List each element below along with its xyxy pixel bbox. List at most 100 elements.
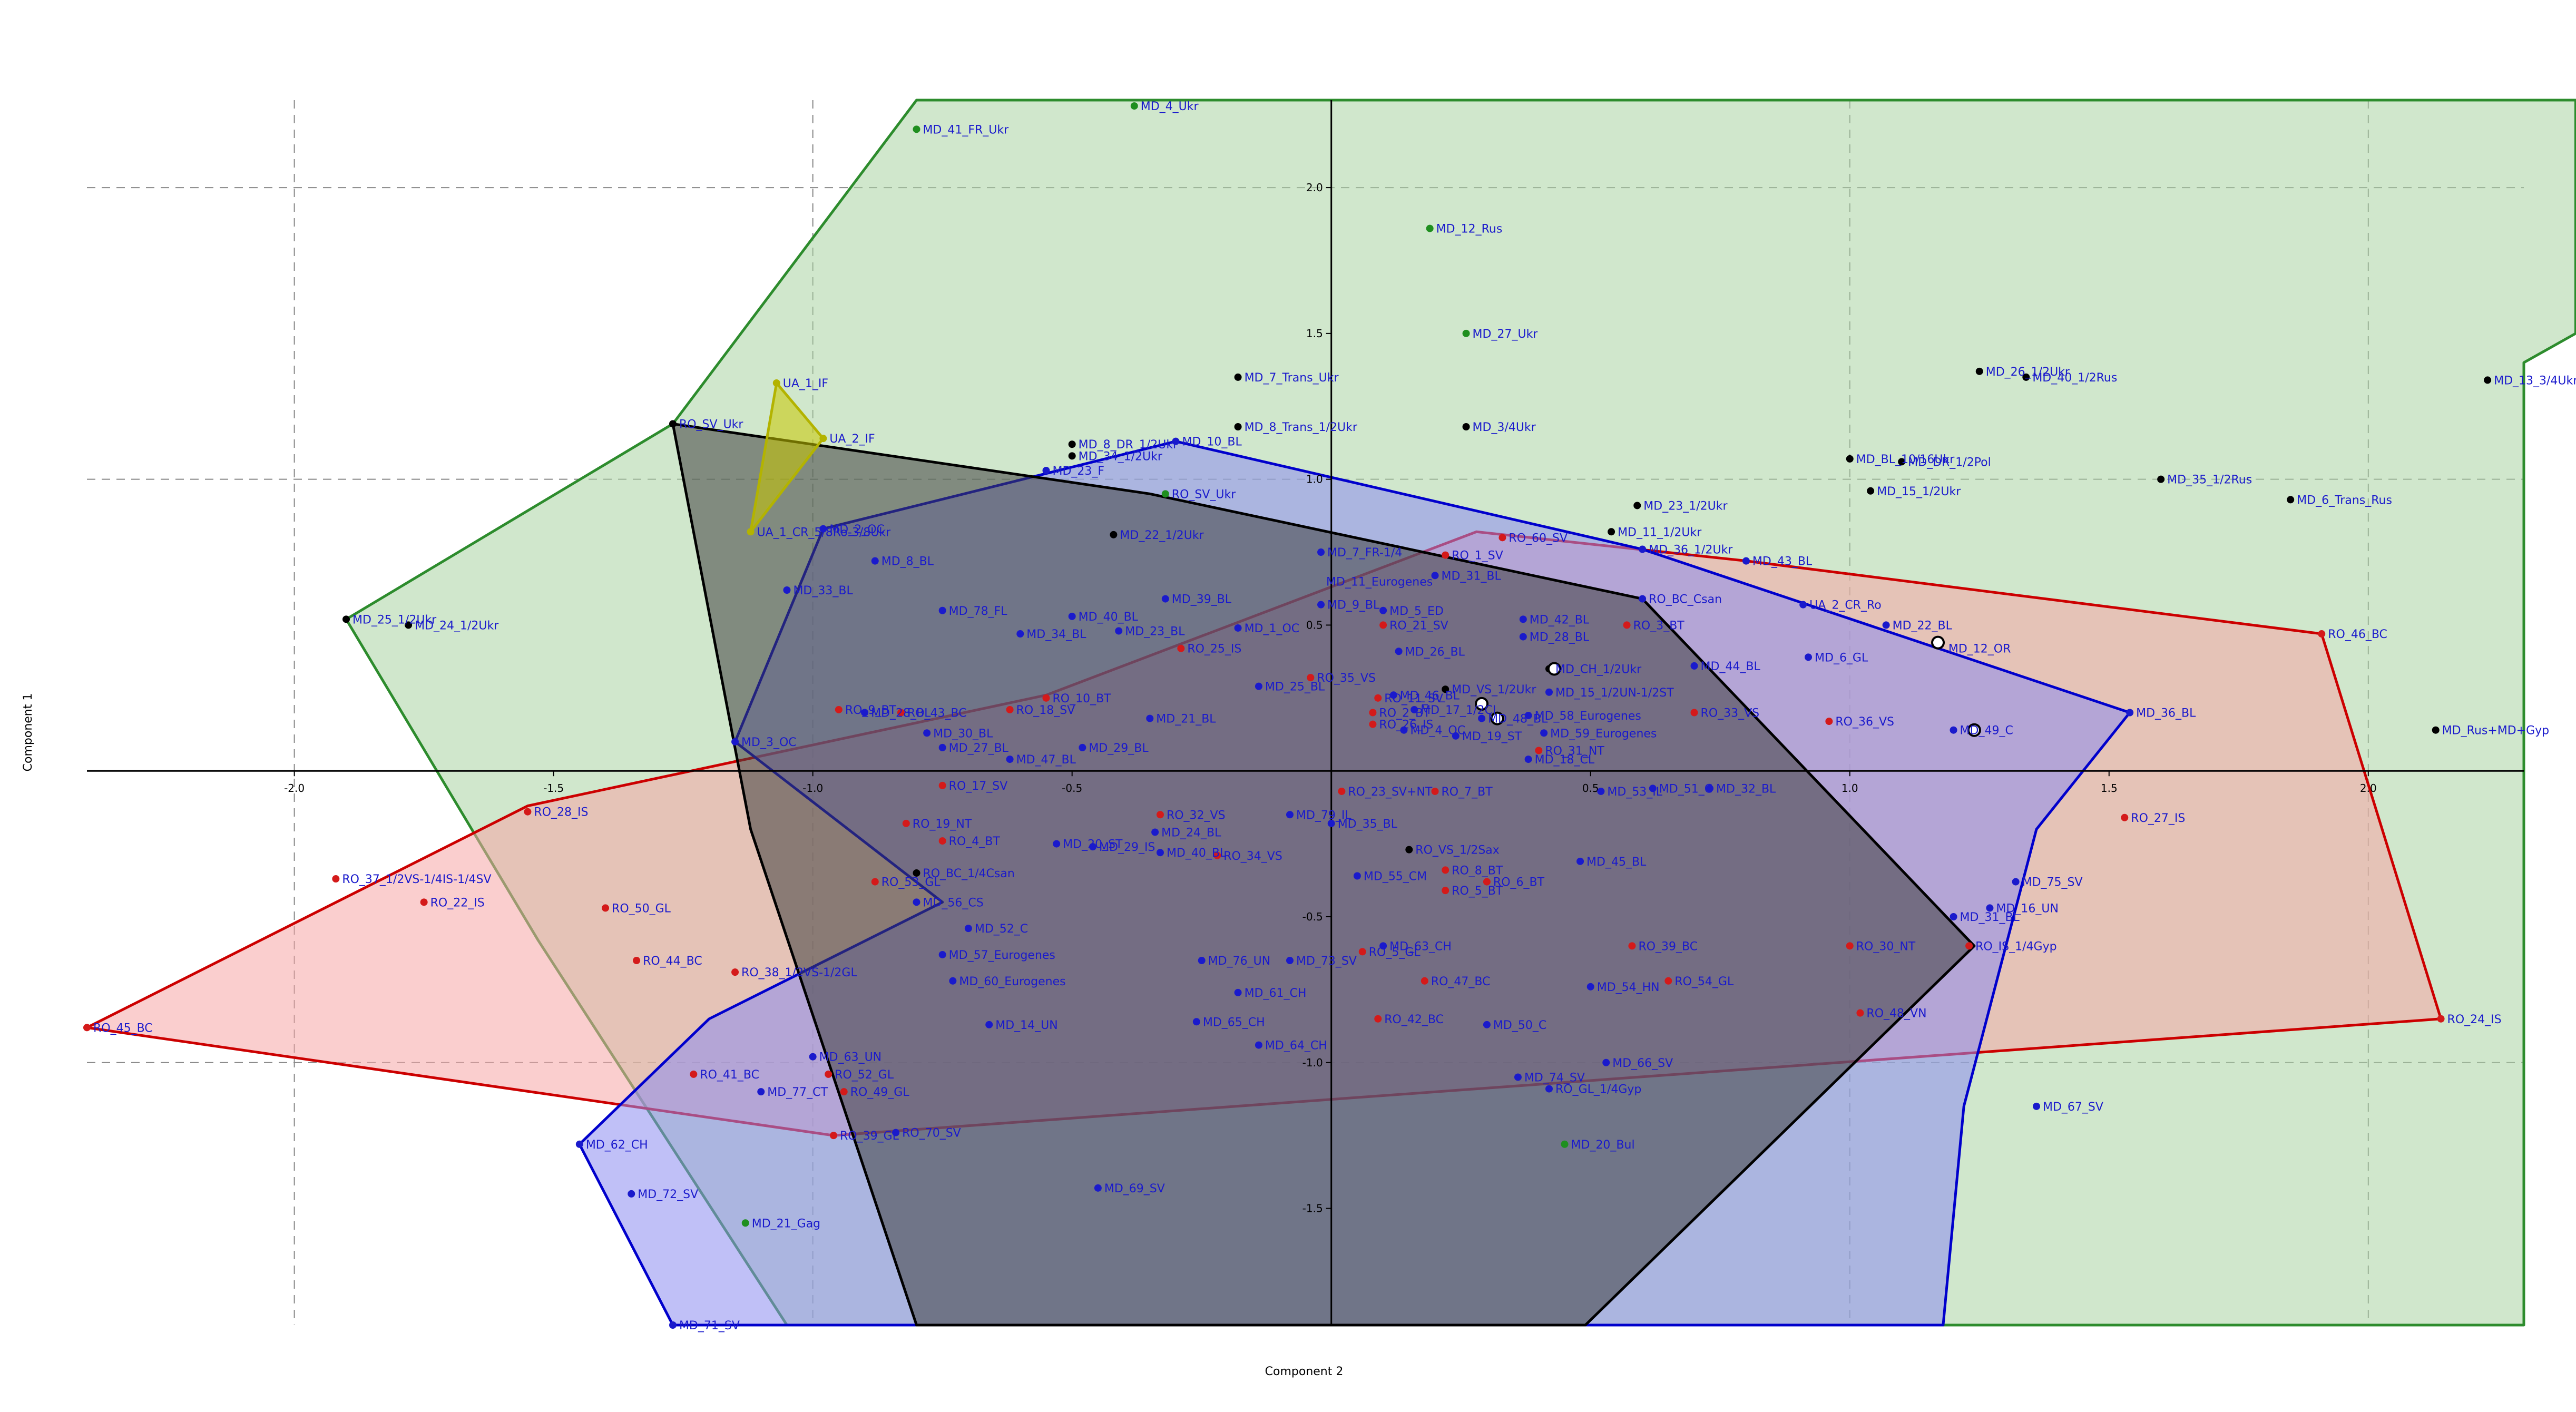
data-point-label: RO_50_GL xyxy=(612,902,671,915)
data-point xyxy=(1535,747,1543,754)
data-point-label: MD_40_BL xyxy=(1167,847,1227,860)
data-point-label: MD_67_SV xyxy=(2043,1101,2103,1114)
data-point-label: RO_39_BC xyxy=(1638,940,1698,953)
data-point xyxy=(1664,977,1672,985)
data-point xyxy=(902,819,910,827)
data-point xyxy=(405,621,413,629)
data-point xyxy=(1442,685,1449,693)
data-point xyxy=(1965,942,1973,950)
data-point-label: RO_35_VS xyxy=(1317,672,1376,685)
data-point xyxy=(1442,551,1449,559)
data-point-label: MD_10_BL xyxy=(1182,436,1242,449)
data-point xyxy=(731,968,739,976)
data-point-label: MD_23_F xyxy=(1052,465,1104,478)
data-point-label: MD_52_C xyxy=(975,923,1028,936)
label-layer: MD_CH_1/2Ukr MD_VS_1/2Ukr MD_23_1/2Ukr MD_1… xyxy=(93,100,2576,1332)
data-point-label: RO_32_VS xyxy=(1167,809,1226,822)
data-point xyxy=(938,781,946,789)
data-point-label: RO_5_GL xyxy=(1369,946,1421,959)
data-point-label: RO_25_IS xyxy=(1187,643,1241,656)
data-point-label: RO_SV_Ukr xyxy=(679,418,743,431)
data-point xyxy=(1374,1015,1382,1023)
x-tick-label: 1.0 xyxy=(1842,782,1858,795)
highlight-point xyxy=(1931,635,1945,650)
data-point xyxy=(1042,694,1050,702)
data-point xyxy=(1400,726,1408,734)
data-point-label: RO_6_BT xyxy=(1493,876,1545,889)
data-point-label: UA_1_IF xyxy=(783,377,828,390)
data-point-label: MD_76_UN xyxy=(1208,955,1270,968)
data-point-label: MD_74_SV xyxy=(1524,1071,1585,1084)
data-point-label: RO_23_SV+NT xyxy=(1348,786,1433,799)
data-point-label: RO_BC_Csan xyxy=(1649,593,1722,606)
data-point xyxy=(1498,534,1506,542)
data-point-label: MD_2_OC xyxy=(829,523,885,536)
data-point-label: UA_2_CR_Ro xyxy=(1809,599,1882,612)
data-point xyxy=(1690,709,1698,717)
data-point-label: MD_27_Ukr xyxy=(1473,328,1539,341)
data-point-label: RO_44_BC xyxy=(643,955,702,968)
data-point-label: RO_8_BT xyxy=(1452,864,1503,877)
y-tick-label: 1.0 xyxy=(1306,473,1323,486)
data-point-label: RO_11_SV xyxy=(1384,692,1443,705)
data-point xyxy=(2033,1102,2040,1110)
data-point xyxy=(1856,1009,1864,1017)
data-point xyxy=(1561,1140,1569,1148)
data-point-label: RO_60_SV xyxy=(1509,532,1568,545)
data-point xyxy=(1882,621,1890,629)
data-point-label: MD_29_BL xyxy=(1089,742,1149,755)
data-point-label: MD_15_1/2Ukr xyxy=(1877,485,1961,498)
data-point-label: RO_3_BT xyxy=(1633,619,1685,632)
data-point xyxy=(2484,376,2492,384)
data-point xyxy=(1639,595,1647,603)
data-point-label: MD_47_BL xyxy=(1016,753,1076,767)
x-tick-label: -0.5 xyxy=(1062,782,1082,795)
data-point-label: MD_44_BL xyxy=(1701,660,1761,673)
y-tick-label: -1.0 xyxy=(1302,1056,1323,1069)
data-point xyxy=(1462,329,1470,337)
extra-label: MD_12_OR xyxy=(1948,643,2011,656)
data-point xyxy=(1431,787,1439,795)
data-point xyxy=(1006,756,1014,763)
data-point-label: MD_DR_1/2Pol xyxy=(1908,456,1991,469)
data-point xyxy=(1338,787,1346,795)
data-point-label: RO_24_IS xyxy=(2447,1013,2502,1026)
highlight-point xyxy=(1490,711,1504,725)
data-point-label: RO_31_NT xyxy=(1545,744,1604,758)
data-point-label: MD_35_BL xyxy=(1338,818,1398,831)
data-point xyxy=(1639,545,1647,553)
data-point xyxy=(633,957,641,965)
data-point-label: RO_46_BC xyxy=(2328,628,2387,641)
data-point-label: MD_26_1/2Ukr xyxy=(1986,366,2070,379)
data-point xyxy=(949,977,957,985)
data-point xyxy=(1519,633,1527,641)
data-point xyxy=(938,950,946,958)
data-point xyxy=(1317,601,1325,609)
data-point-label: MD_11_1/2Ukr xyxy=(1618,526,1702,539)
data-point xyxy=(83,1024,91,1032)
data-point-label: MD_5_ED xyxy=(1389,605,1444,618)
point-layer xyxy=(83,102,2492,1329)
data-point xyxy=(1597,787,1605,795)
data-point xyxy=(1053,840,1061,848)
data-point-label: MD_18_CL xyxy=(1535,753,1595,767)
hull-polygon-3 xyxy=(671,423,1976,1327)
data-point xyxy=(1234,373,1242,381)
data-point-label: MD_15_1/2UN-1/2ST xyxy=(1555,687,1674,700)
data-point-label: RO_2_BT xyxy=(1379,707,1431,720)
data-point xyxy=(923,729,931,737)
data-point-label: MD_6_GL xyxy=(1815,651,1868,664)
data-point-label: RO_34_VS xyxy=(1223,850,1282,863)
data-point-label: MD_17_1/2CI xyxy=(1421,704,1496,717)
data-point xyxy=(861,709,869,717)
data-point xyxy=(1545,1085,1553,1093)
data-point xyxy=(2287,496,2295,504)
data-point xyxy=(1286,957,1294,965)
data-point xyxy=(1115,627,1123,635)
data-point-label: MD_Rus+MD+Gyp xyxy=(2442,724,2549,738)
data-point-label: MD_30_BL xyxy=(933,727,993,740)
data-point xyxy=(1327,819,1335,827)
data-point-label: RO_GL_1/4Gyp xyxy=(1555,1083,1641,1096)
y-tick-label: 1.5 xyxy=(1306,327,1323,340)
data-point-label: MD_8_Trans_1/2Ukr xyxy=(1245,421,1358,434)
